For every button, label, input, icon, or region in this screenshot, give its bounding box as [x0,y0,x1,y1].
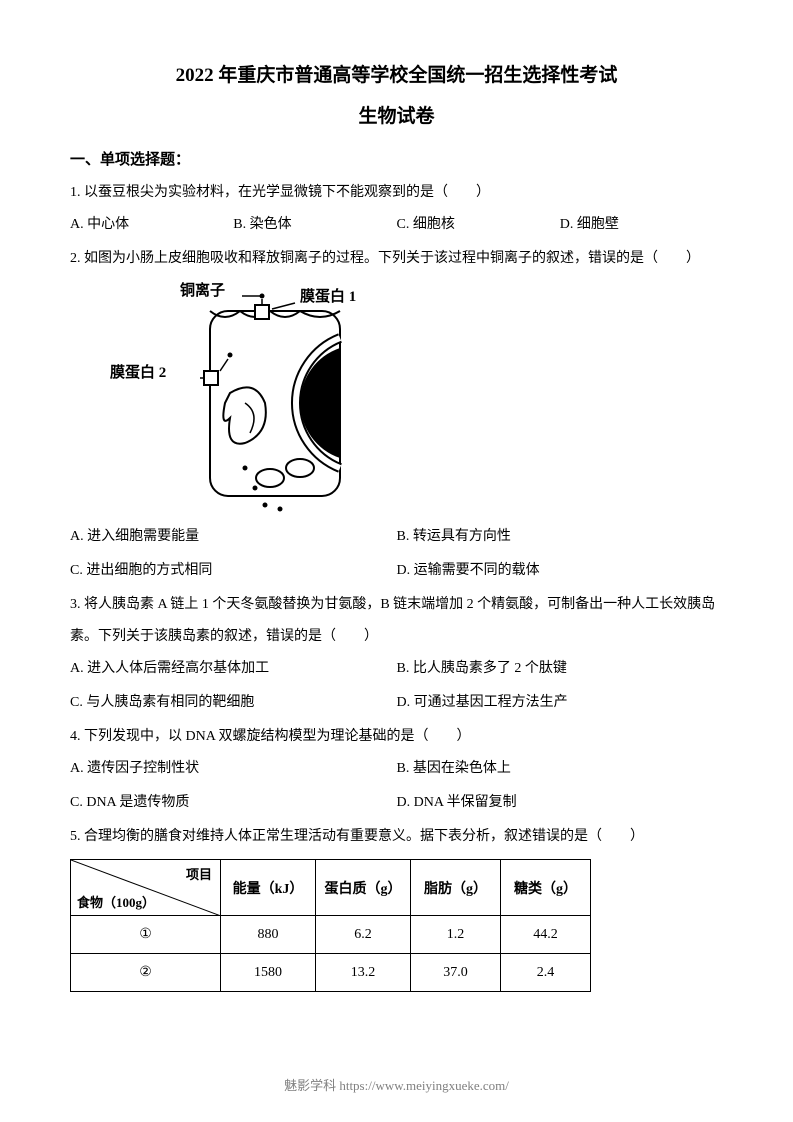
q1-opt-b: B. 染色体 [233,211,396,239]
page-title-sub: 生物试卷 [70,101,723,128]
page-title-main: 2022 年重庆市普通高等学校全国统一招生选择性考试 [70,60,723,87]
col-fat: 脂肪（g） [411,860,501,916]
q3-options-row2: C. 与人胰岛素有相同的靶细胞 D. 可通过基因工程方法生产 [70,689,723,717]
label-membrane-protein-2: 膜蛋白 2 [110,361,166,382]
page-footer: 魅影学科 https://www.meiyingxueke.com/ [0,1075,793,1094]
q2-diagram: 铜离子 膜蛋白 1 膜蛋白 2 [110,281,410,511]
row2-c0: 1580 [221,954,316,992]
q1-opt-a: A. 中心体 [70,211,233,239]
table-row: ① 880 6.2 1.2 44.2 [71,916,591,954]
q2-opt-c: C. 进出细胞的方式相同 [70,557,397,585]
table-row: ② 1580 13.2 37.0 2.4 [71,954,591,992]
cell-diagram-icon [200,293,365,513]
row1-c0: 880 [221,916,316,954]
q2-options-row2: C. 进出细胞的方式相同 D. 运输需要不同的载体 [70,557,723,585]
q4-stem: 4. 下列发现中，以 DNA 双螺旋结构模型为理论基础的是（ ） [70,723,723,751]
q2-stem: 2. 如图为小肠上皮细胞吸收和释放铜离子的过程。下列关于该过程中铜离子的叙述，错… [70,245,723,273]
q4-opt-b: B. 基因在染色体上 [397,755,724,783]
q3-stem-line1: 3. 将人胰岛素 A 链上 1 个天冬氨酸替换为甘氨酸，B 链末端增加 2 个精… [70,591,723,619]
row1-c1: 6.2 [316,916,411,954]
q1-opt-d: D. 细胞壁 [560,211,723,239]
q5-stem: 5. 合理均衡的膳食对维持人体正常生理活动有重要意义。据下表分析，叙述错误的是（… [70,823,723,851]
q2-opt-d: D. 运输需要不同的载体 [397,557,724,585]
q2-options-row1: A. 进入细胞需要能量 B. 转运具有方向性 [70,523,723,551]
q1-stem: 1. 以蚕豆根尖为实验材料，在光学显微镜下不能观察到的是（ ） [70,179,723,207]
row2-label: ② [71,954,221,992]
col-energy: 能量（kJ） [221,860,316,916]
table-diag-header: 项目 食物（100g） [71,860,221,916]
q3-opt-d: D. 可通过基因工程方法生产 [397,689,724,717]
row2-c3: 2.4 [501,954,591,992]
row2-c2: 37.0 [411,954,501,992]
q4-opt-a: A. 遗传因子控制性状 [70,755,397,783]
table-header-row: 项目 食物（100g） 能量（kJ） 蛋白质（g） 脂肪（g） 糖类（g） [71,860,591,916]
row1-c3: 44.2 [501,916,591,954]
q3-options-row1: A. 进入人体后需经高尔基体加工 B. 比人胰岛素多了 2 个肽键 [70,655,723,683]
q1-options: A. 中心体 B. 染色体 C. 细胞核 D. 细胞壁 [70,211,723,239]
section-heading-1: 一、单项选择题： [70,148,723,169]
q5-table: 项目 食物（100g） 能量（kJ） 蛋白质（g） 脂肪（g） 糖类（g） ① … [70,859,591,992]
q3-opt-a: A. 进入人体后需经高尔基体加工 [70,655,397,683]
q3-opt-c: C. 与人胰岛素有相同的靶细胞 [70,689,397,717]
row1-c2: 1.2 [411,916,501,954]
col-protein: 蛋白质（g） [316,860,411,916]
row2-c1: 13.2 [316,954,411,992]
q4-opt-c: C. DNA 是遗传物质 [70,789,397,817]
q1-opt-c: C. 细胞核 [397,211,560,239]
row1-label: ① [71,916,221,954]
diag-bot-label: 食物（100g） [77,892,155,911]
q2-opt-b: B. 转运具有方向性 [397,523,724,551]
q2-opt-a: A. 进入细胞需要能量 [70,523,397,551]
q3-opt-b: B. 比人胰岛素多了 2 个肽键 [397,655,724,683]
q4-options-row1: A. 遗传因子控制性状 B. 基因在染色体上 [70,755,723,783]
q4-options-row2: C. DNA 是遗传物质 D. DNA 半保留复制 [70,789,723,817]
q3-stem-line2: 素。下列关于该胰岛素的叙述，错误的是（ ） [70,623,723,651]
diag-top-label: 项目 [186,864,212,883]
q4-opt-d: D. DNA 半保留复制 [397,789,724,817]
col-sugar: 糖类（g） [501,860,591,916]
